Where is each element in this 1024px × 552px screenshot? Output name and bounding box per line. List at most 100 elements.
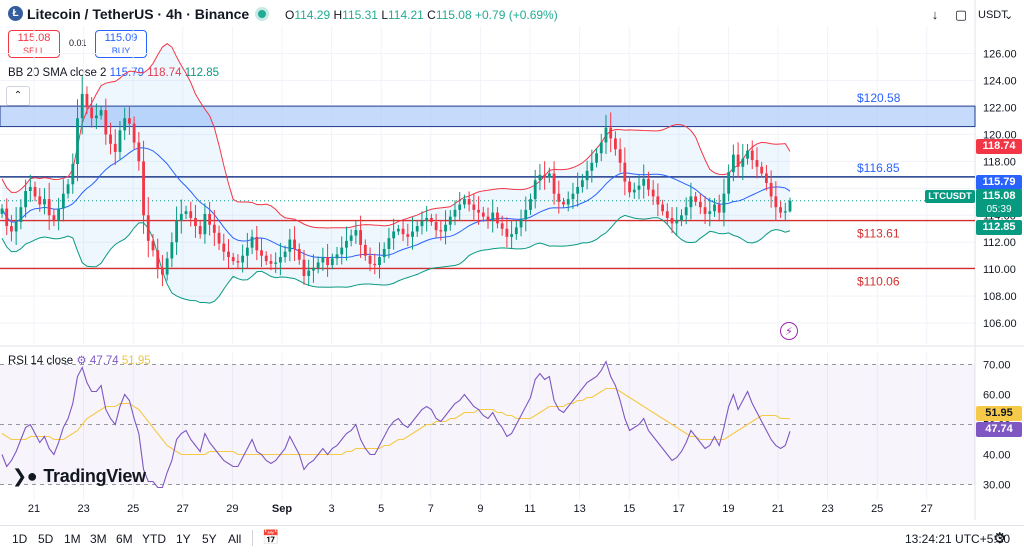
bollinger-band-fill — [2, 43, 790, 304]
candle-body — [571, 193, 575, 200]
bar-countdown: 05:39 — [986, 204, 1012, 215]
candle-body — [708, 211, 712, 214]
price-chart[interactable]: 106.00108.00110.00112.00114.00116.00118.… — [0, 0, 1024, 525]
candle-body — [628, 181, 631, 193]
candle-body — [637, 185, 641, 190]
candle-body — [500, 223, 504, 229]
candle-body — [599, 142, 603, 154]
buy-label: BUY — [111, 46, 131, 56]
symbol-title[interactable]: Litecoin / TetherUS · 4h · Binance — [27, 6, 250, 22]
candle-body — [439, 230, 443, 232]
clock[interactable]: 13:24:21 UTC+5:30 — [905, 532, 1011, 546]
candle-body — [665, 211, 669, 218]
candle-body — [396, 228, 400, 232]
candle-body — [278, 257, 282, 263]
time-tick-label: 15 — [623, 503, 635, 515]
time-tick-label: 9 — [477, 503, 483, 515]
candle-body — [722, 193, 726, 213]
bollinger-legend[interactable]: BB 20 SMA close 2 115.79 118.74 112.85 — [8, 67, 219, 79]
candle-body — [505, 228, 509, 237]
candle-body — [557, 193, 561, 202]
candle-body — [255, 236, 259, 251]
candle-body — [14, 222, 18, 232]
current-price-tag: 115.08 05:39 — [976, 189, 1022, 217]
candle-body — [783, 211, 787, 213]
timeframe-button[interactable]: 1Y — [176, 532, 191, 546]
chevron-up-icon[interactable]: ⌃ — [6, 86, 30, 106]
candle-body — [66, 184, 70, 194]
candle-body — [368, 255, 372, 264]
candle-body — [486, 216, 490, 221]
candle-body — [161, 267, 164, 275]
rsi-name: RSI 14 close — [8, 355, 74, 367]
timeframe-button[interactable]: 6M — [116, 532, 133, 546]
download-icon[interactable]: ↓ — [931, 7, 939, 22]
tradingview-logo[interactable]: ❯● TradingView — [12, 466, 146, 487]
level-price-label: $110.06 — [857, 274, 900, 288]
candle-body — [359, 230, 363, 245]
timeframe-button[interactable]: All — [228, 532, 242, 546]
rsi-tag: 47.74 — [976, 422, 1022, 437]
timeframe-button[interactable]: 5Y — [202, 532, 217, 546]
candle-body — [788, 200, 792, 212]
candle-body — [250, 236, 254, 248]
candle-body — [61, 193, 65, 209]
candle-body — [345, 240, 348, 248]
gear-icon[interactable]: ⚙ — [993, 530, 1007, 547]
candle-body — [562, 201, 565, 205]
bb-upper-tag: 118.74 — [976, 139, 1022, 154]
candle-body — [496, 212, 499, 224]
candle-body — [755, 160, 759, 167]
time-tick-label: 21 — [772, 503, 784, 515]
calendar-icon[interactable]: 📅 — [262, 529, 280, 545]
fullscreen-icon[interactable]: ▢ — [954, 7, 968, 22]
low-key: L — [381, 8, 389, 22]
timeframe-button[interactable]: YTD — [142, 532, 166, 546]
candle-body — [618, 149, 622, 163]
candle-body — [212, 224, 216, 233]
candle-body — [713, 204, 716, 212]
price-tick-label: 122.00 — [983, 102, 1017, 114]
currency-selector[interactable]: USDT — [978, 9, 1008, 21]
rsi-legend[interactable]: RSI 14 close ⚙ 47.74 51.95 — [8, 353, 151, 367]
candle-body — [189, 211, 193, 218]
bb-lower-value: 112.85 — [184, 67, 220, 79]
candle-body — [661, 204, 665, 212]
candle-body — [510, 234, 514, 237]
time-tick-label: 19 — [722, 503, 734, 515]
bb-basis-line — [1, 147, 791, 259]
price-tick-label: 110.00 — [983, 264, 1016, 276]
time-tick-label: 5 — [378, 503, 384, 515]
symbol-tag: LTCUSDT — [925, 190, 975, 203]
candle-body — [779, 207, 782, 213]
bb-upper-line — [1, 43, 791, 229]
candle-body — [260, 250, 263, 256]
level-price-label: $116.85 — [857, 161, 900, 175]
candle-body — [142, 161, 145, 216]
candle-body — [698, 201, 702, 208]
chevron-down-icon[interactable]: ⌄ — [1004, 10, 1014, 22]
timeframe-button[interactable]: 3M — [90, 532, 107, 546]
candle-body — [236, 261, 240, 263]
timeframe-button[interactable]: 1D — [12, 532, 28, 546]
time-tick-label: 25 — [127, 503, 139, 515]
candle-body — [76, 118, 79, 165]
rsi-settings-icon[interactable]: ⚙ — [76, 355, 87, 367]
candle-body — [647, 178, 650, 190]
candle-body — [151, 240, 155, 251]
candle-body — [524, 209, 528, 220]
candle-body — [529, 199, 532, 210]
candle-body — [274, 262, 278, 264]
candle-body — [632, 189, 636, 193]
time-tick-label: 23 — [821, 503, 833, 515]
candle-body — [198, 226, 202, 235]
candle-body — [208, 213, 212, 225]
candle-body — [0, 208, 4, 214]
timeframe-button[interactable]: 5D — [38, 532, 54, 546]
candle-body — [321, 257, 325, 263]
candle-body — [57, 208, 61, 221]
flash-icon[interactable]: ⚡ — [780, 322, 798, 340]
rsi-tick-label: 60.00 — [983, 390, 1011, 402]
timeframe-button[interactable]: 1M — [64, 532, 81, 546]
candle-body — [444, 224, 447, 232]
